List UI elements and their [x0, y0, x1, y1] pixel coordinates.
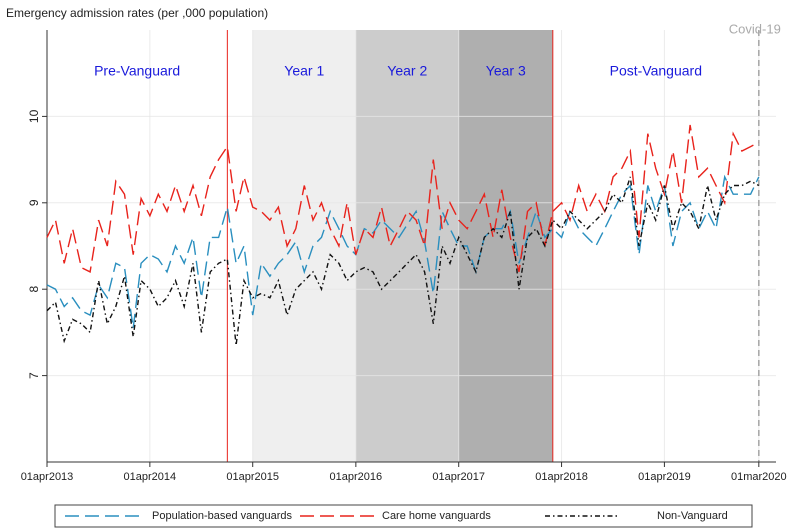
- period-label: Year 1: [284, 63, 324, 79]
- x-tick-label: 01apr2014: [124, 471, 177, 483]
- period-shade: [252, 30, 356, 462]
- period-shade: [458, 30, 553, 462]
- y-tick-label: 7: [27, 372, 41, 379]
- period-label: Pre-Vanguard: [94, 63, 180, 79]
- x-tick-label: 01apr2013: [21, 471, 74, 483]
- legend-label: Non-Vanguard: [657, 510, 728, 522]
- series-line: [46, 174, 760, 329]
- legend-box: [54, 504, 753, 528]
- chart-title: Emergency admission rates (per ,000 popu…: [6, 6, 268, 20]
- period-shade: [355, 30, 459, 462]
- x-tick-label: 01apr2017: [432, 471, 485, 483]
- series-line: [46, 124, 760, 273]
- legend-label: Population-based vanguards: [152, 510, 293, 522]
- period-label: Year 2: [387, 63, 427, 79]
- x-tick-label: 01apr2015: [226, 471, 279, 483]
- x-tick-label: 01apr2018: [535, 471, 588, 483]
- legend-label: Care home vanguards: [382, 510, 491, 522]
- period-label: Post-Vanguard: [610, 63, 702, 79]
- x-tick-label: 01mar2020: [731, 471, 787, 483]
- series-line: [46, 176, 760, 346]
- vline-label: Covid-19: [729, 21, 781, 36]
- y-tick-label: 10: [27, 109, 41, 123]
- period-label: Year 3: [486, 63, 526, 79]
- x-tick-label: 01apr2019: [638, 471, 691, 483]
- x-tick-label: 01apr2016: [330, 471, 383, 483]
- legend: Population-based vanguards Care home vang…: [54, 504, 753, 528]
- y-tick-label: 8: [27, 286, 41, 293]
- y-tick-label: 9: [27, 199, 41, 206]
